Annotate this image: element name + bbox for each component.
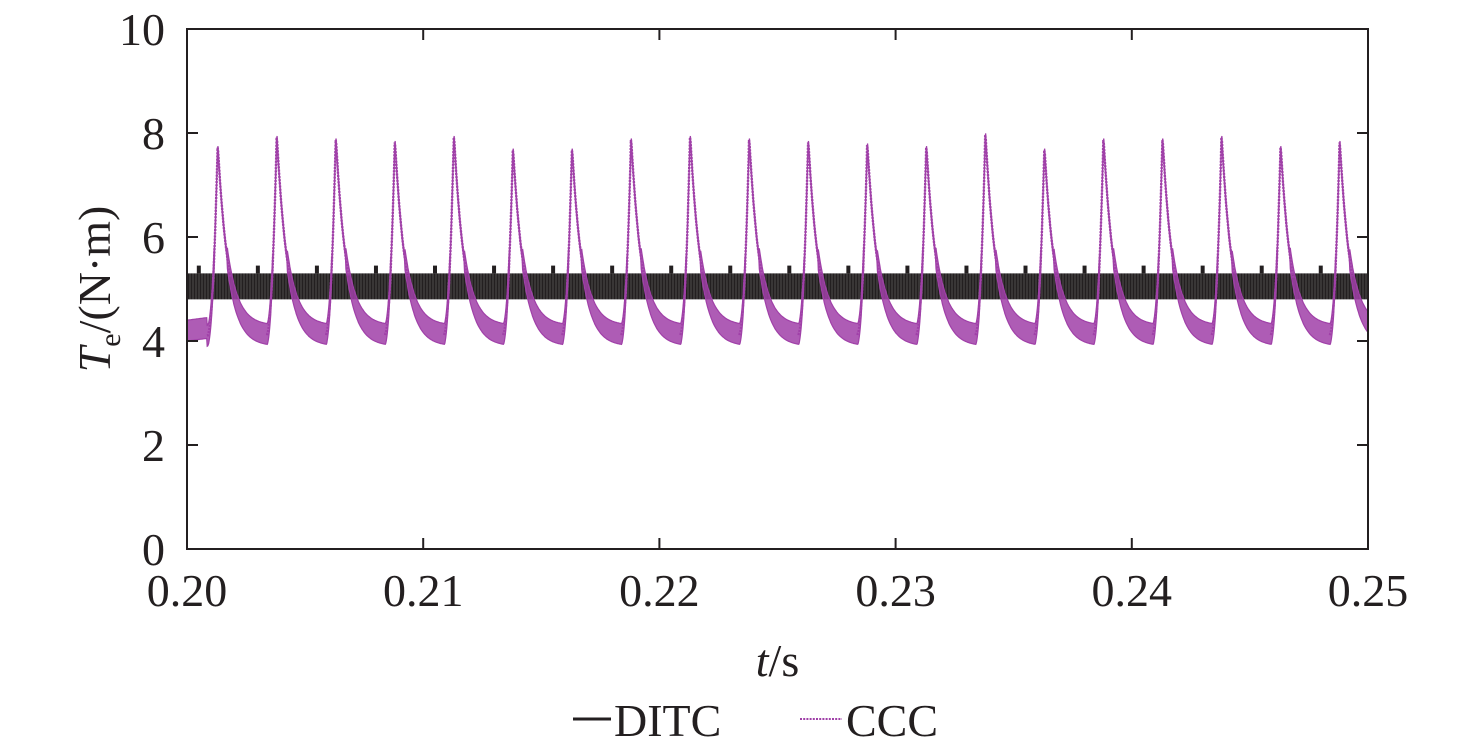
y-tick-label: 2 <box>142 420 165 471</box>
ccc-peak <box>561 150 586 336</box>
y-tick-label: 6 <box>142 212 165 263</box>
x-axis-label: t/s <box>756 635 799 686</box>
ccc-peak <box>797 142 823 336</box>
ccc-peak <box>443 137 468 336</box>
legend-ditc-label: DITC <box>614 695 721 746</box>
ccc-peak <box>856 144 882 336</box>
x-tick-label: 0.22 <box>619 565 700 616</box>
ccc-peak <box>1033 150 1059 336</box>
legend: DITC CCC <box>573 695 938 746</box>
ccc-peak <box>206 147 232 337</box>
legend-ccc-label: CCC <box>846 695 938 746</box>
x-tick-label: 0.23 <box>855 565 936 616</box>
ccc-peak <box>679 137 705 336</box>
x-tick-label: 0.20 <box>147 565 228 616</box>
ccc-peak <box>915 147 941 336</box>
y-tick-label: 8 <box>142 108 165 159</box>
ccc-ripple-band <box>187 133 1368 348</box>
ccc-peak <box>1269 147 1295 336</box>
ccc-peak <box>325 139 350 336</box>
ccc-peak <box>738 139 764 336</box>
ditc-ripple-band <box>187 273 1368 300</box>
y-axis-label: Te/(N·m) <box>69 206 127 373</box>
ccc-peak <box>620 139 645 336</box>
series-layer <box>187 133 1368 348</box>
ticks-layer <box>186 28 1369 550</box>
ccc-peak <box>502 150 527 336</box>
x-tick-label: 0.25 <box>1328 565 1409 616</box>
labels-layer: 0.20 0.21 0.22 0.23 0.24 0.25 0 2 4 6 8 10 t/s Te/(N·… <box>69 4 1408 686</box>
x-tick-label: 0.21 <box>383 565 464 616</box>
x-tick-label: 0.24 <box>1092 565 1173 616</box>
ccc-peak <box>974 134 1000 336</box>
ccc-peak <box>1210 137 1236 336</box>
y-tick-label: 0 <box>142 524 165 575</box>
ccc-peak <box>1092 139 1118 336</box>
ccc-peak <box>1328 142 1354 336</box>
series-ditc <box>187 265 1368 300</box>
ccc-peak <box>384 142 409 336</box>
y-tick-label: 10 <box>119 4 165 55</box>
series-ccc <box>187 133 1368 348</box>
ccc-peak <box>1151 139 1177 336</box>
plot-frame <box>186 28 1369 550</box>
y-tick-label: 4 <box>142 316 165 367</box>
ccc-peak <box>265 137 291 336</box>
